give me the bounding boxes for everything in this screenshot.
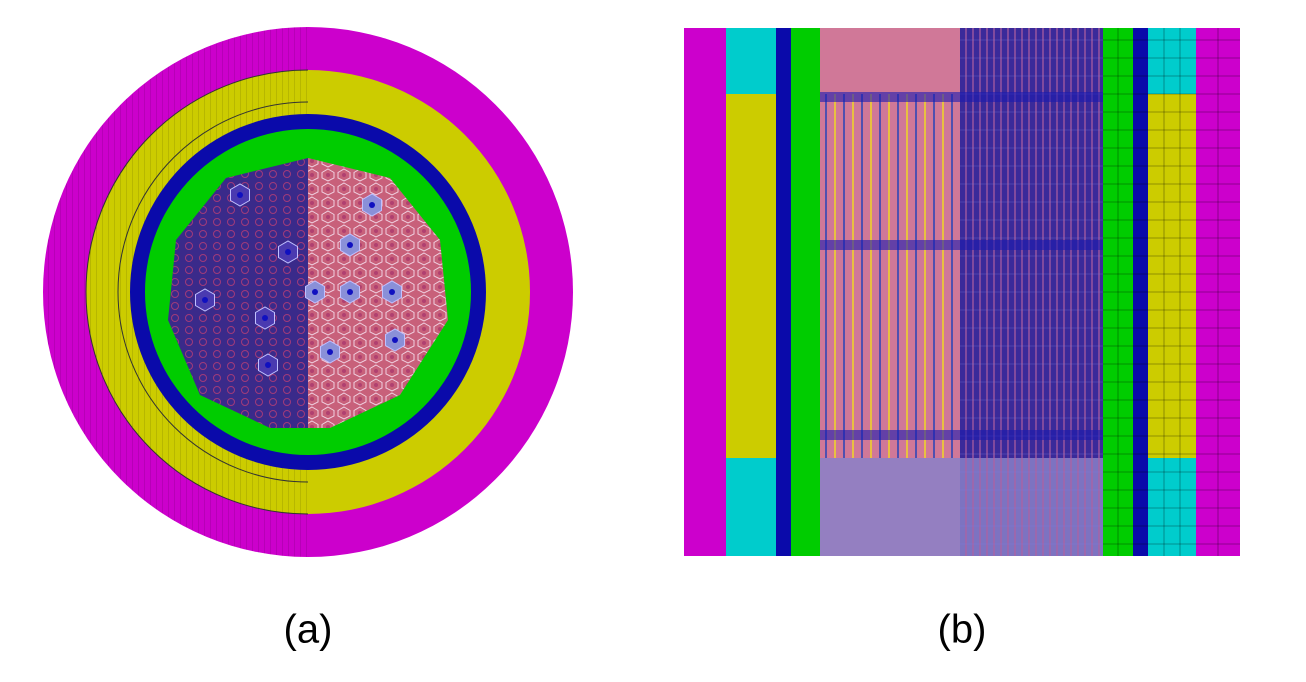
bottom-cap xyxy=(1148,458,1196,556)
band xyxy=(820,240,1103,250)
assembly-center xyxy=(202,297,208,303)
assembly-center xyxy=(347,242,353,248)
green-strip xyxy=(1103,28,1133,556)
outer-strip xyxy=(1196,28,1240,556)
assembly-center xyxy=(285,249,291,255)
assembly-center xyxy=(327,349,333,355)
assembly-center xyxy=(389,289,395,295)
assemblies xyxy=(195,183,405,377)
panel-label: (a) xyxy=(284,608,333,652)
band xyxy=(820,430,1103,440)
assembly-center xyxy=(369,202,375,208)
lower-plenum xyxy=(820,458,1103,556)
assembly-center xyxy=(392,337,398,343)
barrel-strip xyxy=(1133,28,1148,556)
outer-strip xyxy=(684,28,726,556)
green-strip xyxy=(791,28,820,556)
reflector-strip xyxy=(1148,94,1196,458)
assembly-center xyxy=(347,289,353,295)
panel-label: (b) xyxy=(938,608,987,652)
mesh-lines xyxy=(820,28,1240,556)
assembly-center xyxy=(312,289,318,295)
assembly-center xyxy=(265,362,271,368)
assembly-center xyxy=(262,315,268,321)
barrel-strip xyxy=(776,28,791,556)
assembly-center xyxy=(237,192,243,198)
band xyxy=(820,92,1103,102)
top-cap xyxy=(1148,28,1196,94)
core-right xyxy=(308,158,448,428)
top-cap xyxy=(726,28,776,94)
reflector-strip xyxy=(726,94,776,458)
bottom-cap xyxy=(726,458,776,556)
panel-a-drawing xyxy=(43,27,573,557)
mesh-overlay xyxy=(43,27,308,557)
panel-b-drawing xyxy=(684,28,1240,556)
